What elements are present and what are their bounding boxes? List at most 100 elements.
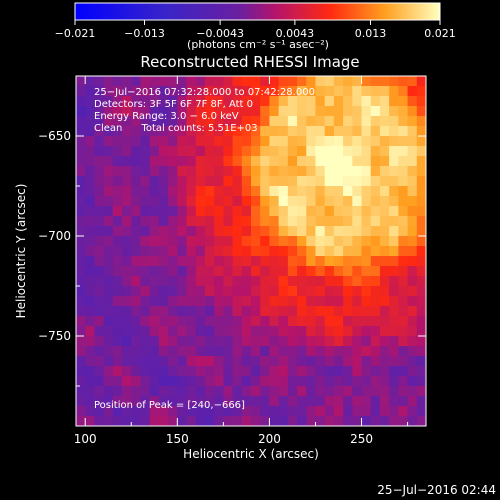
heatmap-cell [76, 246, 86, 257]
heatmap-cell [269, 346, 280, 357]
heatmap-cell [140, 256, 151, 267]
heatmap-cell [297, 326, 307, 337]
info-energy-range: Energy Range: 3.0 − 6.0 keV [94, 111, 239, 122]
heatmap-cell [251, 156, 261, 167]
heatmap-cell [168, 106, 178, 117]
heatmap-cell [94, 166, 105, 177]
heatmap-cell [260, 416, 271, 426]
heatmap-cell [260, 146, 271, 157]
heatmap-cell [131, 266, 142, 277]
heatmap-cell [177, 346, 188, 357]
heatmap-cell [158, 126, 169, 137]
heatmap-cell [232, 126, 243, 137]
heatmap-cell [352, 86, 363, 97]
heatmap-cell [389, 126, 399, 137]
heatmap-cell [407, 76, 418, 87]
heatmap-cell [315, 186, 326, 197]
heatmap-cell [186, 416, 197, 426]
heatmap-cell [379, 266, 390, 277]
heatmap-cell [269, 186, 280, 197]
heatmap-cell [260, 86, 271, 97]
heatmap-cell [214, 396, 224, 407]
heatmap-cell [352, 166, 363, 177]
heatmap-cell [131, 276, 142, 287]
heatmap-cell [103, 226, 114, 237]
heatmap-cell [287, 116, 298, 127]
heatmap-cell [352, 366, 363, 377]
heatmap-cell [168, 366, 178, 377]
heatmap-cell [214, 236, 224, 247]
heatmap-cell [195, 116, 206, 127]
heatmap-cell [287, 76, 298, 87]
heatmap-cell [168, 416, 178, 426]
heatmap-cell [333, 416, 344, 426]
heatmap-cell [389, 106, 399, 117]
heatmap-cell [140, 166, 151, 177]
heatmap-cell [94, 296, 105, 307]
heatmap-cell [297, 196, 307, 207]
heatmap-cell [379, 276, 390, 287]
heatmap-cell [214, 386, 224, 397]
heatmap-cell [324, 216, 335, 227]
heatmap-cell [260, 366, 271, 377]
heatmap-cell [343, 196, 353, 207]
heatmap-cell [389, 86, 399, 97]
heatmap-cell [389, 206, 399, 217]
heatmap-cell [416, 206, 426, 217]
heatmap-cell [177, 336, 188, 347]
heatmap-cell [379, 416, 390, 426]
heatmap-cell [131, 406, 142, 417]
heatmap-cell [168, 226, 178, 237]
heatmap-cell [140, 116, 151, 127]
heatmap-cell [112, 306, 123, 317]
heatmap-cell [278, 106, 289, 117]
heatmap-cell [232, 106, 243, 117]
heatmap-cell [140, 316, 151, 327]
heatmap-cell [112, 206, 123, 217]
heatmap-cell [260, 396, 271, 407]
heatmap-cell [333, 176, 344, 187]
heatmap-cell [158, 366, 169, 377]
heatmap-cell [370, 146, 381, 157]
heatmap-cell [287, 206, 298, 217]
heatmap-cell [416, 186, 426, 197]
heatmap-cell [158, 326, 169, 337]
heatmap-cell [204, 76, 215, 87]
heatmap-cell [168, 176, 178, 187]
heatmap-cell [379, 406, 390, 417]
heatmap-cell [223, 266, 234, 277]
heatmap-cell [361, 346, 372, 357]
heatmap-cell [407, 336, 418, 347]
heatmap-cell [112, 76, 123, 87]
heatmap-cell [389, 406, 399, 417]
heatmap-cell [352, 396, 363, 407]
heatmap-cell [398, 116, 409, 127]
heatmap-cell [398, 276, 409, 287]
heatmap-cell [297, 146, 307, 157]
heatmap-cell [352, 316, 363, 327]
heatmap-cell [333, 206, 344, 217]
heatmap-cell [94, 336, 105, 347]
heatmap-cell [260, 296, 271, 307]
heatmap-cell [370, 136, 381, 147]
heatmap-cell [251, 386, 261, 397]
heatmap-cell [297, 216, 307, 227]
heatmap-cell [149, 116, 160, 127]
heatmap-cell [370, 306, 381, 317]
heatmap-cell [158, 166, 169, 177]
heatmap-cell [297, 306, 307, 317]
heatmap-cell [352, 246, 363, 257]
heatmap-cell [361, 266, 372, 277]
heatmap-cell [379, 256, 390, 267]
heatmap-cell [241, 326, 252, 337]
heatmap-cell [195, 206, 206, 217]
heatmap-cell [324, 346, 335, 357]
heatmap-cell [361, 306, 372, 317]
heatmap-cell [352, 296, 363, 307]
heatmap-cell [379, 156, 390, 167]
heatmap-cell [76, 286, 86, 297]
heatmap-cell [306, 176, 317, 187]
heatmap-cell [241, 366, 252, 377]
heatmap-cell [122, 186, 132, 197]
heatmap-cell [85, 126, 96, 137]
